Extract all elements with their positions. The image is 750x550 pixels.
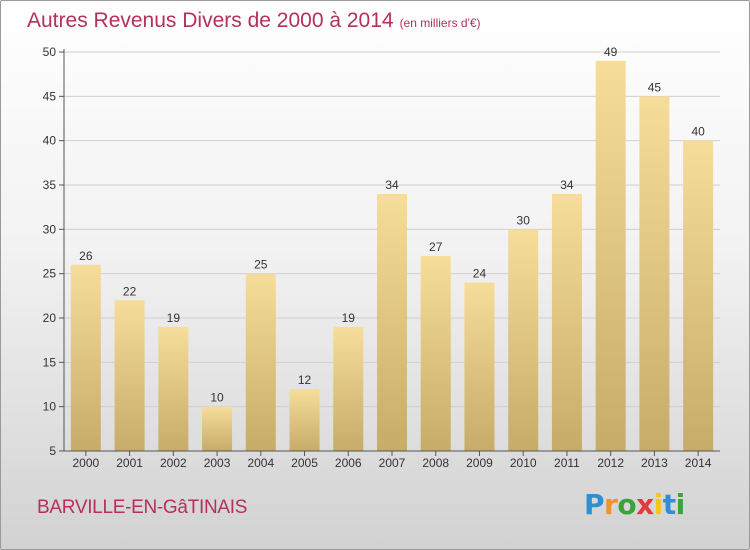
- data-label: 26: [79, 249, 93, 263]
- bar: [551, 193, 582, 451]
- data-label: 45: [648, 80, 662, 94]
- labels: 5 10 15 20 25 30 35 40 45 50 26 2000 22 2001 19 2002 10 2…: [43, 45, 712, 470]
- data-label: 34: [560, 178, 574, 192]
- x-tick-label: 2003: [204, 456, 231, 470]
- bar: [245, 273, 276, 451]
- data-label: 49: [604, 45, 618, 59]
- chart-title: Autres Revenus Divers de 2000 à 2014: [27, 9, 394, 32]
- data-label: 40: [691, 125, 705, 139]
- bar: [508, 229, 539, 451]
- y-tick-label: 50: [43, 45, 57, 59]
- chart-title-block: Autres Revenus Divers de 2000 à 2014 (en …: [27, 9, 481, 33]
- x-tick-label: 2010: [510, 456, 537, 470]
- y-tick-label: 35: [43, 178, 57, 192]
- y-tick-label: 40: [43, 134, 57, 148]
- city-name: BARVILLE-EN-GâTINAIS: [37, 497, 248, 518]
- data-label: 19: [167, 311, 181, 325]
- x-tick-label: 2004: [247, 456, 274, 470]
- data-label: 27: [429, 240, 443, 254]
- bar: [683, 140, 714, 451]
- bar: [639, 96, 670, 451]
- x-tick-label: 2001: [116, 456, 143, 470]
- x-tick-label: 2014: [685, 456, 712, 470]
- data-label: 19: [342, 311, 356, 325]
- bar: [595, 60, 626, 451]
- y-tick-label: 30: [43, 222, 57, 236]
- bar: [114, 300, 145, 451]
- bar: [464, 282, 495, 451]
- proxiti-logo: Proxiti: [584, 488, 685, 521]
- x-tick-label: 2009: [466, 456, 493, 470]
- axes: [59, 49, 720, 456]
- x-tick-label: 2000: [73, 456, 100, 470]
- bar: [377, 193, 407, 451]
- y-tick-label: 10: [43, 400, 57, 414]
- bar: [420, 255, 451, 451]
- x-tick-label: 2006: [335, 456, 362, 470]
- x-tick-label: 2005: [291, 456, 318, 470]
- data-label: 22: [123, 284, 137, 298]
- data-label: 30: [517, 213, 531, 227]
- data-label: 12: [298, 373, 312, 387]
- bar: [70, 264, 101, 451]
- y-tick-label: 45: [43, 89, 57, 103]
- bar: [333, 326, 364, 451]
- chart-subtitle: (en milliers d'€): [399, 16, 481, 30]
- data-label: 24: [473, 267, 487, 281]
- x-tick-label: 2002: [160, 456, 187, 470]
- x-tick-label: 2012: [597, 456, 624, 470]
- x-tick-label: 2008: [422, 456, 449, 470]
- data-label: 34: [385, 178, 399, 192]
- bar: [289, 388, 320, 451]
- data-label: 10: [210, 391, 224, 405]
- data-label: 25: [254, 258, 268, 272]
- x-tick-label: 2011: [554, 456, 580, 470]
- y-tick-label: 20: [43, 311, 57, 325]
- y-tick-label: 5: [49, 444, 56, 458]
- x-tick-label: 2013: [641, 456, 668, 470]
- bar: [202, 406, 233, 451]
- y-tick-label: 25: [43, 267, 57, 281]
- bars: [70, 60, 714, 451]
- x-tick-label: 2007: [379, 456, 406, 470]
- y-tick-label: 15: [43, 355, 57, 369]
- bar: [158, 326, 189, 451]
